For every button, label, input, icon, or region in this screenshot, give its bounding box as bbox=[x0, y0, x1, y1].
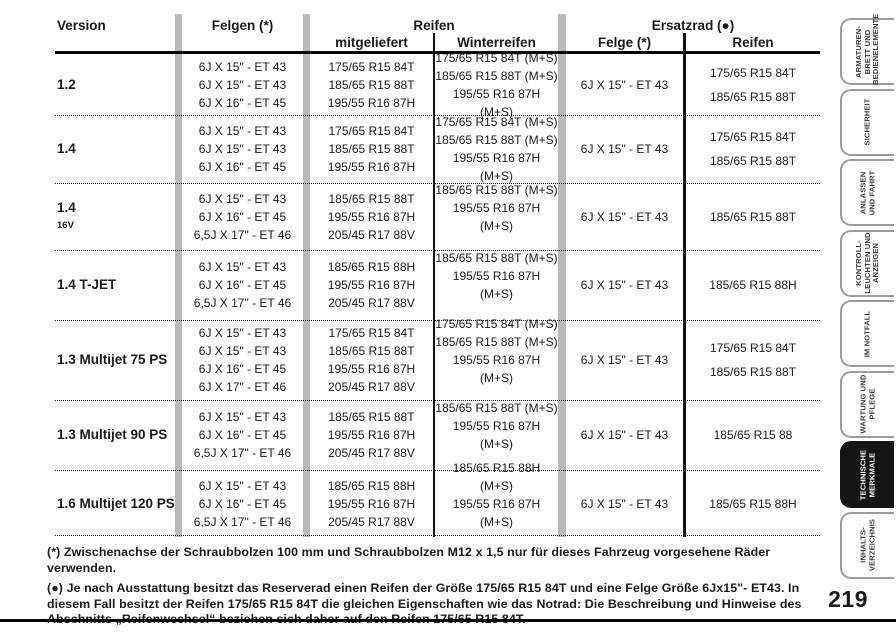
section-tab[interactable]: SICHERHEIT bbox=[840, 88, 894, 156]
column-bar bbox=[558, 14, 566, 537]
cell-ersatz-felge: 6J X 15" - ET 43 bbox=[580, 353, 669, 367]
section-tab-label: INHALTS- VERZEICHNIS bbox=[858, 518, 876, 572]
col-header-mitgeliefert: mitgeliefert bbox=[335, 35, 408, 50]
bottom-rule bbox=[0, 619, 896, 622]
section-tab-bar: ARMATUREN- BRETT UND BEDIENELEMENTE SICH… bbox=[840, 13, 896, 579]
cell-mitgeliefert: 185/65 R15 88H 195/55 R16 87H 205/45 R17 8… bbox=[327, 478, 416, 529]
cell-mitgeliefert: 175/65 R15 84T 185/65 R15 88T 195/55 R16 8… bbox=[327, 124, 416, 174]
row-divider bbox=[55, 470, 820, 471]
section-tab[interactable]: ANLASSEN UND FAHRT bbox=[840, 159, 894, 226]
section-tab[interactable]: TECHNISCHE MERKMALE bbox=[840, 441, 894, 508]
cell-version: 1.6 Multijet 120 PS bbox=[57, 495, 175, 511]
col-header-group-reifen: Reifen mitgeliefert Winterreifen bbox=[310, 14, 558, 54]
section-tab-label: TECHNISCHE MERKMALE bbox=[858, 449, 876, 500]
row-divider bbox=[55, 320, 820, 321]
section-tab-label: ANLASSEN UND FAHRT bbox=[858, 170, 876, 215]
cell-ersatz-reifen: 175/65 R15 84T 185/65 R15 88T bbox=[709, 65, 797, 104]
cell-felgen: 6J X 15" - ET 43 6J X 15" - ET 43 6J X 16"… bbox=[198, 326, 287, 394]
cell-ersatz-felge: 6J X 15" - ET 43 bbox=[580, 428, 669, 442]
cell-ersatz-reifen: 185/65 R15 88 bbox=[713, 428, 793, 442]
wheel-tire-spec-table: Version Felgen (*) Reifen mitgeliefert Wi… bbox=[55, 14, 820, 537]
section-tab[interactable]: WARTUNG UND PFLEGE bbox=[840, 370, 894, 438]
cell-version: 1.3 Multijet 90 PS bbox=[57, 427, 168, 442]
cell-ersatz-felge: 6J X 15" - ET 43 bbox=[580, 496, 669, 511]
cell-ersatz-reifen: 185/65 R15 88H bbox=[709, 278, 797, 292]
row-divider bbox=[55, 183, 820, 184]
col-header-felgen: Felgen (*) bbox=[211, 18, 274, 33]
column-bar bbox=[175, 14, 182, 537]
cell-version: 1.4 T-JET bbox=[57, 277, 117, 292]
section-tab-label: ARMATUREN- BRETT UND BEDIENELEMENTE bbox=[854, 13, 881, 85]
cell-mitgeliefert: 185/65 R15 88T 195/55 R16 87H 205/45 R17 8… bbox=[327, 191, 416, 242]
cell-version: 1.4 16V bbox=[57, 199, 76, 231]
cell-winterreifen: 175/65 R15 84T (M+S) 185/65 R15 88T (M+S)… bbox=[435, 115, 558, 183]
cell-ersatz-felge: 6J X 15" - ET 43 bbox=[580, 142, 669, 156]
cell-winterreifen: 185/65 R15 88T (M+S) 195/55 R16 87H (M+S) bbox=[435, 401, 558, 451]
footnote: (*) Zwischenachse der Schraubbolzen 100 … bbox=[47, 545, 771, 575]
col-header-ersatz-felge: Felge (*) bbox=[597, 35, 652, 50]
cell-ersatz-reifen: 185/65 R15 88H bbox=[709, 496, 797, 511]
cell-ersatz-felge: 6J X 15" - ET 43 bbox=[580, 77, 669, 92]
page-number: 219 bbox=[828, 586, 868, 612]
cell-ersatz-reifen: 175/65 R15 84T 185/65 R15 88T bbox=[709, 130, 797, 168]
footnotes: (*) Zwischenachse der Schraubbolzen 100 … bbox=[47, 545, 825, 633]
col-header-group-ersatzrad: Ersatzrad (●) Felge (*) Reifen bbox=[566, 14, 820, 54]
cell-winterreifen: 175/65 R15 84T (M+S) 185/65 R15 88T (M+S)… bbox=[435, 317, 558, 385]
cell-ersatz-reifen: 185/65 R15 88T bbox=[709, 209, 797, 224]
cell-felgen: 6J X 15" - ET 43 6J X 16" - ET 45 6,5J X 1… bbox=[193, 260, 292, 310]
section-tab[interactable]: ARMATUREN- BRETT UND BEDIENELEMENTE bbox=[840, 13, 894, 85]
cell-felgen: 6J X 15" - ET 43 6J X 16" - ET 45 6,5J X 1… bbox=[193, 191, 292, 242]
col-header-winterreifen: Winterreifen bbox=[457, 35, 536, 50]
column-divider bbox=[433, 33, 435, 537]
col-header-reifen: Reifen bbox=[413, 18, 455, 33]
row-divider bbox=[55, 400, 820, 401]
col-header-version: Version bbox=[57, 18, 106, 33]
section-tab-label: KONTROLL- LEUCHTEN UND ANZEIGEN bbox=[854, 232, 881, 294]
cell-mitgeliefert: 175/65 R15 84T 185/65 R15 88T 195/55 R16 8… bbox=[327, 59, 416, 110]
col-header-ersatzrad: Ersatzrad (●) bbox=[651, 18, 735, 33]
row-divider bbox=[55, 535, 820, 536]
col-header-ersatz-reifen: Reifen bbox=[732, 35, 774, 50]
section-tab-label: SICHERHEIT bbox=[862, 98, 872, 146]
cell-felgen: 6J X 15" - ET 43 6J X 16" - ET 45 6,5J X 1… bbox=[193, 478, 292, 529]
cell-version: 1.3 Multijet 75 PS bbox=[57, 352, 168, 367]
section-tab-label: IM NOTFALL bbox=[862, 310, 872, 357]
cell-mitgeliefert: 175/65 R15 84T 185/65 R15 88T 195/55 R16 8… bbox=[327, 326, 416, 394]
cell-winterreifen: 185/65 R15 88H (M+S) 195/55 R16 87H (M+S) bbox=[452, 460, 541, 529]
cell-felgen: 6J X 15" - ET 43 6J X 16" - ET 45 6,5J X 1… bbox=[193, 410, 292, 460]
cell-felgen: 6J X 15" - ET 43 6J X 15" - ET 43 6J X 16"… bbox=[198, 124, 287, 174]
section-tab[interactable]: IM NOTFALL bbox=[840, 300, 894, 367]
footnote: (●) Je nach Ausstattung besitzt das Rese… bbox=[47, 581, 802, 626]
header-rule bbox=[55, 51, 820, 54]
cell-winterreifen: 175/65 R15 84T (M+S) 185/65 R15 88T (M+S)… bbox=[435, 50, 558, 119]
cell-winterreifen: 185/65 R15 88T (M+S) 195/55 R16 87H (M+S) bbox=[435, 251, 558, 301]
cell-version: 1.4 bbox=[57, 141, 76, 156]
section-tab[interactable]: KONTROLL- LEUCHTEN UND ANZEIGEN bbox=[840, 229, 894, 297]
spec-table-grid: Version Felgen (*) Reifen mitgeliefert Wi… bbox=[55, 14, 820, 537]
cell-mitgeliefert: 185/65 R15 88H 195/55 R16 87H 205/45 R17 8… bbox=[327, 260, 416, 310]
cell-version: 1.2 bbox=[57, 76, 76, 92]
row-divider bbox=[55, 250, 820, 251]
row-divider bbox=[55, 115, 820, 116]
column-bar bbox=[303, 14, 310, 537]
section-tab[interactable]: INHALTS- VERZEICHNIS bbox=[840, 511, 894, 579]
cell-ersatz-reifen: 175/65 R15 84T 185/65 R15 88T bbox=[709, 341, 797, 379]
cell-ersatz-felge: 6J X 15" - ET 43 bbox=[580, 209, 669, 224]
cell-ersatz-felge: 6J X 15" - ET 43 bbox=[580, 278, 669, 292]
cell-winterreifen: 185/65 R15 88T (M+S) 195/55 R16 87H (M+S) bbox=[435, 182, 558, 233]
section-tab-label: WARTUNG UND PFLEGE bbox=[858, 374, 876, 434]
cell-felgen: 6J X 15" - ET 43 6J X 15" - ET 43 6J X 16"… bbox=[198, 59, 287, 110]
column-divider bbox=[683, 33, 686, 537]
cell-mitgeliefert: 185/65 R15 88T 195/55 R16 87H 205/45 R17 8… bbox=[327, 410, 416, 460]
